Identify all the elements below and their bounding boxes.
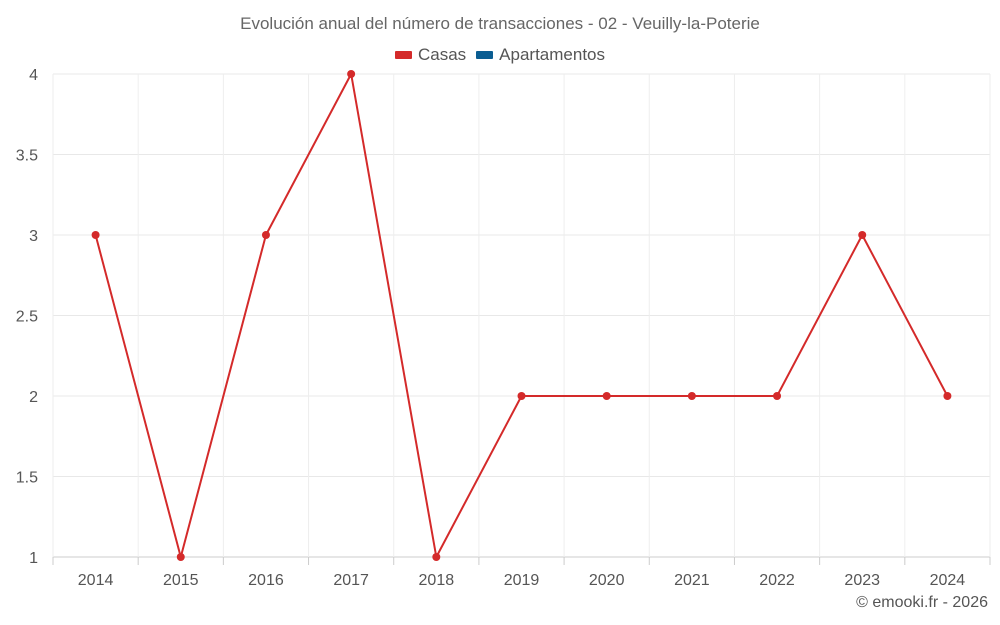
data-point [773,392,782,400]
x-axis-tick-labels: 2014 2015 2016 2017 2018 2019 2020 2021 2022 2023… [52,557,991,589]
credit-text: © emooki.fr - 2026 [856,594,988,611]
x-tick-label: 2018 [419,572,455,589]
x-tick-label: 2015 [163,572,199,589]
x-tick-label: 2016 [248,572,284,589]
data-point [687,392,696,400]
data-point [91,231,100,239]
x-tick-label: 2020 [589,572,625,589]
data-point [432,553,441,561]
x-tick-label: 2014 [78,572,114,589]
legend-item-apartamentos[interactable]: Apartamentos [476,45,605,65]
y-tick-label: 2 [29,389,38,406]
y-axis-tick-labels: 1 1.5 2 2.5 3 3.5 4 [16,67,38,567]
y-tick-label: 1 [29,550,38,567]
legend-label-casas: Casas [417,45,467,64]
data-point [858,231,867,239]
x-tick-label: 2019 [504,572,540,589]
legend-item-casas[interactable]: Casas [394,45,467,65]
chart-title: Evolución anual del número de transaccio… [240,14,760,33]
y-tick-label: 1.5 [16,470,38,487]
y-tick-label: 3.5 [16,148,38,165]
series-points [91,70,952,561]
grid-lines [52,73,991,558]
x-tick-label: 2022 [759,572,795,589]
x-tick-label: 2023 [844,572,880,589]
legend-swatch-casas [394,51,412,59]
y-tick-label: 2.5 [16,309,38,326]
data-point [602,392,611,400]
data-point [261,231,270,239]
legend-label-apartamentos: Apartamentos [499,45,606,64]
legend: Casas Apartamentos [0,45,1000,65]
y-tick-label: 4 [29,67,38,84]
x-tick-label: 2017 [333,572,369,589]
y-tick-label: 3 [29,228,38,245]
x-tick-label: 2021 [674,572,710,589]
data-point [347,70,356,78]
x-tick-label: 2024 [930,572,966,589]
data-point [517,392,526,400]
data-point [943,392,952,400]
legend-swatch-apartamentos [476,51,494,59]
data-point [176,553,185,561]
